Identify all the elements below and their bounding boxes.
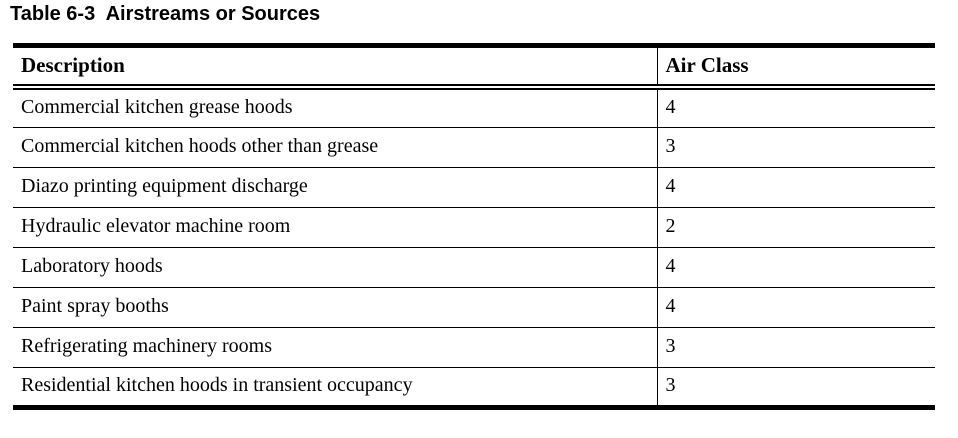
description-cell: Commercial kitchen hoods other than grea… [13, 127, 658, 168]
air-class-cell: 3 [657, 327, 935, 368]
table-row: Paint spray booths 4 [13, 287, 935, 328]
air-class-cell: 4 [657, 87, 935, 128]
header-row: Description Air Class [13, 45, 935, 90]
description-cell: Commercial kitchen grease hoods [13, 87, 658, 128]
table-row: Commercial kitchen grease hoods 4 [13, 87, 935, 128]
column-header-description: Description [13, 45, 658, 90]
description-cell: Residential kitchen hoods in transient o… [13, 367, 658, 408]
table-row: Diazo printing equipment discharge 4 [13, 167, 935, 208]
airstreams-table: Description Air Class Commercial kitchen… [13, 43, 935, 410]
table-row: Commercial kitchen hoods other than grea… [13, 127, 935, 168]
description-cell: Laboratory hoods [13, 247, 658, 288]
table-row: Residential kitchen hoods in transient o… [13, 367, 935, 408]
table-row: Refrigerating machinery rooms 3 [13, 327, 935, 368]
air-class-cell: 2 [657, 207, 935, 248]
table-row: Laboratory hoods 4 [13, 247, 935, 288]
table-title: Table 6-3 Airstreams or Sources [10, 3, 321, 25]
column-header-air-class: Air Class [657, 45, 935, 90]
air-class-cell: 4 [657, 287, 935, 328]
table-row: Hydraulic elevator machine room 2 [13, 207, 935, 248]
air-class-cell: 3 [657, 367, 935, 408]
air-class-cell: 4 [657, 167, 935, 208]
description-cell: Hydraulic elevator machine room [13, 207, 658, 248]
air-class-cell: 3 [657, 127, 935, 168]
table-body: Commercial kitchen grease hoods 4 Commerci… [13, 87, 935, 408]
description-cell: Refrigerating machinery rooms [13, 327, 658, 368]
description-cell: Paint spray booths [13, 287, 658, 328]
air-class-cell: 4 [657, 247, 935, 288]
description-cell: Diazo printing equipment discharge [13, 167, 658, 208]
